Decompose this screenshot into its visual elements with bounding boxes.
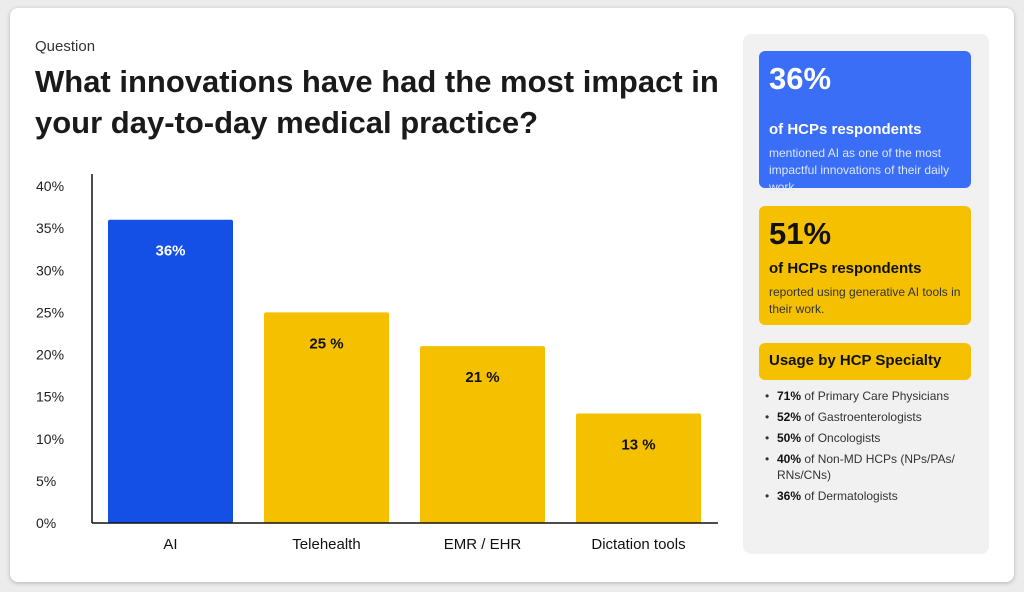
usage-pct: 36% — [777, 489, 802, 503]
bar-value-label: 21 % — [465, 369, 499, 386]
ai-impact-stat-card: 36% of HCPs respondents mentioned AI as … — [759, 51, 971, 194]
list-item: 52% of Gastroenterologists — [763, 409, 973, 425]
y-tick-label: 40% — [36, 178, 64, 194]
usage-text: of Oncologists — [801, 431, 881, 445]
stat-title: of HCPs respondents — [769, 260, 922, 277]
y-tick-label: 0% — [36, 515, 56, 531]
usage-pct: 50% — [777, 431, 802, 445]
y-tick-label: 30% — [36, 262, 64, 278]
y-tick-label: 35% — [36, 220, 64, 236]
y-tick-label: 10% — [36, 431, 64, 447]
question-title: What innovations have had the most impac… — [35, 64, 719, 140]
usage-by-specialty-header: Usage by HCP Specialty — [759, 343, 971, 380]
question-eyebrow: Question — [35, 38, 96, 55]
bar-chart: 0% 5% 10% 15% 20% 25% 30% 35% 40% 36% AI 25 % Telehe… — [36, 174, 718, 553]
stat-value: 36% — [769, 61, 832, 96]
bar-value-label: 13 % — [621, 436, 655, 453]
stat-value: 51% — [769, 216, 832, 251]
summary-sidebar: 36% of HCPs respondents mentioned AI as … — [743, 34, 989, 554]
usage-pct: 71% — [777, 389, 802, 403]
content-card: Question What innovations have had the m… — [10, 8, 1014, 582]
usage-pct: 40% — [777, 452, 802, 466]
stat-title: of HCPs respondents — [769, 121, 922, 138]
usage-text: of Non-MD HCPs (NPs/PAs/ RNs/CNs) — [777, 452, 955, 482]
y-tick-label: 20% — [36, 347, 64, 363]
x-category-label: EMR / EHR — [444, 536, 522, 553]
bar-dictation-tools — [576, 413, 701, 523]
bar-ai — [108, 219, 233, 523]
genai-usage-stat-card: 51% of HCPs respondents reported using g… — [759, 206, 971, 325]
list-item: 40% of Non-MD HCPs (NPs/PAs/ RNs/CNs) — [763, 451, 973, 483]
bar-value-label: 25 % — [309, 335, 343, 352]
x-category-label: Telehealth — [292, 536, 360, 553]
y-tick-label: 5% — [36, 473, 56, 489]
usage-list: 71% of Primary Care Physicians 52% of Ga… — [763, 388, 973, 509]
usage-text: of Dermatologists — [801, 489, 898, 503]
bar-value-label: 36% — [155, 243, 185, 260]
x-category-label: AI — [163, 536, 177, 553]
usage-text: of Primary Care Physicians — [801, 389, 950, 403]
bar-emr-ehr — [420, 346, 545, 523]
bar-telehealth — [264, 312, 389, 523]
list-item: 50% of Oncologists — [763, 430, 973, 446]
y-tick-label: 25% — [36, 304, 64, 320]
list-item: 36% of Dermatologists — [763, 488, 973, 504]
y-tick-label: 15% — [36, 389, 64, 405]
usage-pct: 52% — [777, 410, 802, 424]
usage-title: Usage by HCP Specialty — [769, 352, 942, 369]
stat-description: mentioned AI as one of the most impactfu… — [769, 146, 950, 194]
stat-description: reported using generative AI tools in th… — [769, 285, 961, 316]
list-item: 71% of Primary Care Physicians — [763, 388, 973, 404]
usage-text: of Gastroenterologists — [801, 410, 922, 424]
x-category-label: Dictation tools — [591, 536, 685, 553]
